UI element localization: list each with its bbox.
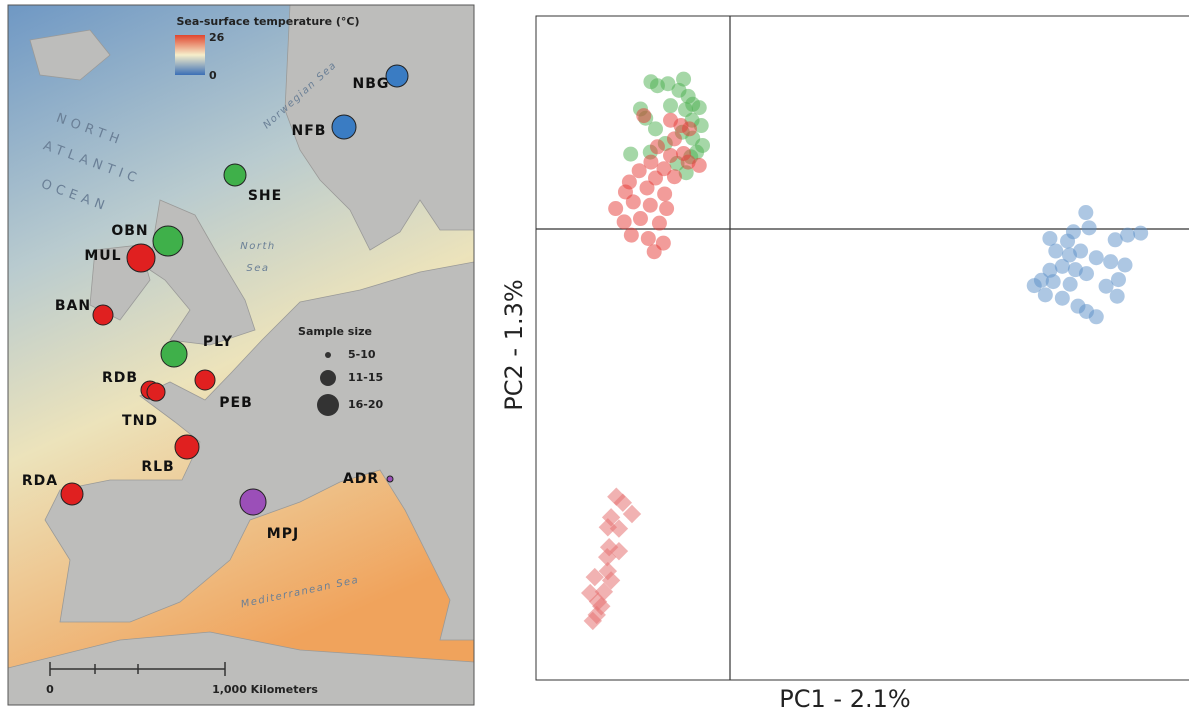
point bbox=[1110, 289, 1125, 304]
colorbar bbox=[175, 35, 205, 75]
sea-label: North bbox=[240, 241, 275, 252]
sample-size-symbol bbox=[325, 352, 331, 358]
site-label: TND bbox=[122, 413, 158, 429]
site-label: RLB bbox=[141, 459, 174, 475]
point bbox=[657, 186, 672, 201]
scale-label: 0 bbox=[46, 683, 54, 696]
site-marker bbox=[195, 370, 215, 390]
point bbox=[624, 228, 639, 243]
site-label: PLY bbox=[203, 334, 233, 350]
site-label: BAN bbox=[55, 298, 91, 314]
point bbox=[1089, 309, 1104, 324]
point bbox=[1046, 274, 1061, 289]
point bbox=[652, 216, 667, 231]
point bbox=[1063, 277, 1078, 292]
sample-size-symbol bbox=[320, 370, 336, 386]
point bbox=[623, 147, 638, 162]
site-label: RDA bbox=[22, 473, 58, 489]
point bbox=[1111, 272, 1126, 287]
colorbar-max: 26 bbox=[209, 31, 225, 44]
site-label: NBG bbox=[353, 76, 390, 92]
point bbox=[1048, 244, 1063, 259]
point bbox=[608, 201, 623, 216]
site-marker bbox=[175, 435, 199, 459]
point bbox=[663, 98, 678, 113]
colorbar-title: Sea-surface temperature (°C) bbox=[177, 15, 360, 28]
site-label: RDB bbox=[102, 370, 138, 386]
site-marker bbox=[332, 115, 356, 139]
sample-size-title: Sample size bbox=[298, 325, 372, 338]
site-label: MPJ bbox=[267, 526, 299, 542]
point bbox=[1082, 220, 1097, 235]
point bbox=[1038, 287, 1053, 302]
point bbox=[1073, 244, 1088, 259]
point bbox=[641, 231, 656, 246]
point bbox=[647, 244, 662, 259]
site-marker bbox=[224, 164, 246, 186]
page: { "map": { "colorbar": {"title": "Sea-su… bbox=[0, 0, 1189, 717]
sample-size-label: 5-10 bbox=[348, 348, 376, 361]
point bbox=[1078, 205, 1093, 220]
point bbox=[1066, 224, 1081, 239]
site-label: NFB bbox=[292, 123, 327, 139]
point bbox=[1055, 259, 1070, 274]
point bbox=[663, 148, 678, 163]
plot-frame bbox=[536, 16, 1189, 680]
point bbox=[650, 139, 665, 154]
scale-label: 1,000 Kilometers bbox=[212, 683, 318, 696]
point bbox=[692, 100, 707, 115]
site-label: SHE bbox=[248, 188, 282, 204]
point bbox=[1118, 258, 1133, 273]
point bbox=[633, 211, 648, 226]
sample-size-symbol bbox=[317, 394, 339, 416]
site-label: MUL bbox=[84, 248, 121, 264]
point bbox=[692, 158, 707, 173]
x-axis-label: PC1 - 2.1% bbox=[779, 685, 910, 713]
sample-size-label: 16-20 bbox=[348, 398, 384, 411]
point bbox=[648, 121, 663, 136]
point bbox=[632, 163, 647, 178]
site-marker bbox=[161, 341, 187, 367]
site-label: ADR bbox=[343, 471, 379, 487]
point bbox=[1089, 250, 1104, 265]
site-marker bbox=[93, 305, 113, 325]
point bbox=[667, 131, 682, 146]
y-axis-label: PC2 - 1.3% bbox=[500, 279, 528, 410]
point bbox=[640, 180, 655, 195]
figure: NORTHATLANTICOCEANNorwegian SeaNorthSeaM… bbox=[0, 0, 1189, 717]
point bbox=[618, 184, 633, 199]
point bbox=[636, 108, 651, 123]
point bbox=[1103, 254, 1118, 269]
point bbox=[1055, 291, 1070, 306]
site-marker bbox=[61, 483, 83, 505]
point bbox=[659, 201, 674, 216]
point bbox=[1108, 232, 1123, 247]
point bbox=[1079, 266, 1094, 281]
point bbox=[643, 198, 658, 213]
site-label: PEB bbox=[219, 395, 253, 411]
sea-label: Sea bbox=[246, 263, 269, 274]
site-marker bbox=[147, 383, 165, 401]
site-marker bbox=[153, 226, 183, 256]
site-marker bbox=[387, 476, 393, 482]
sample-size-label: 11-15 bbox=[348, 371, 383, 384]
point bbox=[682, 121, 697, 136]
point bbox=[617, 214, 632, 229]
point bbox=[667, 169, 682, 184]
site-marker bbox=[240, 489, 266, 515]
point bbox=[1133, 226, 1148, 241]
colorbar-min: 0 bbox=[209, 69, 217, 82]
site-marker bbox=[127, 244, 155, 272]
site-label: OBN bbox=[111, 223, 148, 239]
